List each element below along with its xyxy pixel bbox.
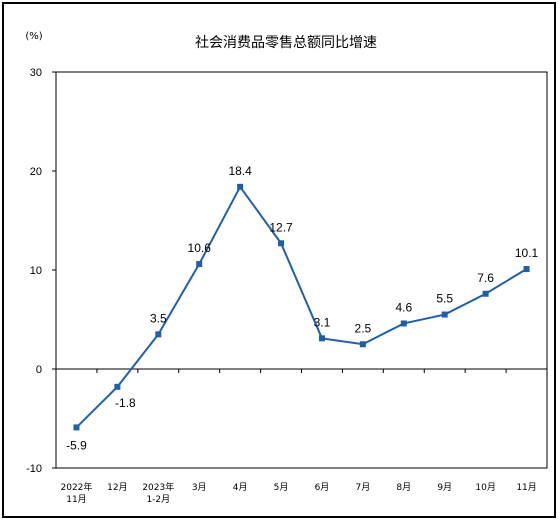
x-tick-label: 5月	[274, 482, 289, 493]
data-point	[441, 311, 448, 318]
data-label: 4.6	[395, 300, 412, 314]
data-label: 7.6	[477, 271, 494, 285]
data-point	[278, 240, 285, 247]
y-tick-label: 0	[36, 364, 42, 376]
y-tick-label: 30	[30, 67, 42, 79]
data-point	[318, 335, 325, 342]
data-label: 5.5	[436, 292, 453, 306]
x-tick-label: 11月	[66, 494, 86, 505]
series-line	[75, 184, 528, 429]
y-tick-label: -10	[26, 463, 42, 475]
data-point	[196, 261, 203, 268]
y-unit-label: (%)	[25, 31, 42, 42]
x-tick-label: 9月	[437, 482, 452, 493]
x-tick-label: 11月	[516, 482, 536, 493]
data-point	[523, 266, 530, 273]
chart-title: 社会消费品零售总额同比增速	[195, 35, 377, 51]
data-point	[114, 383, 121, 390]
data-label: -5.9	[66, 438, 87, 452]
x-tick-label: 12月	[107, 482, 127, 493]
chart-frame	[2, 2, 556, 518]
x-tick-label: 10月	[475, 482, 495, 493]
data-point	[359, 341, 366, 348]
data-point	[237, 183, 244, 190]
y-tick-label: 20	[30, 166, 42, 178]
x-tick-label: 7月	[356, 482, 371, 493]
data-label: -1.8	[115, 396, 136, 410]
data-label: 10.1	[515, 246, 539, 260]
x-tick-label: 1-2月	[146, 494, 170, 505]
x-tick-label: 4月	[233, 482, 248, 493]
data-label: 3.5	[150, 311, 167, 325]
data-point	[73, 424, 80, 431]
data-label: 2.5	[355, 321, 372, 335]
x-tick-label: 3月	[192, 482, 207, 493]
data-label: 12.7	[269, 220, 293, 234]
data-point	[400, 320, 407, 327]
x-tick-label: 2022年	[61, 481, 93, 493]
data-label: 3.1	[314, 315, 331, 329]
x-tick-label: 8月	[396, 482, 411, 493]
x-tick-label: 2023年	[142, 481, 174, 493]
data-point	[155, 331, 162, 338]
data-label: 18.4	[228, 164, 252, 178]
data-label: 10.6	[188, 241, 212, 255]
y-tick-label: 10	[30, 265, 42, 277]
data-point	[482, 290, 489, 297]
x-tick-label: 6月	[315, 482, 330, 493]
